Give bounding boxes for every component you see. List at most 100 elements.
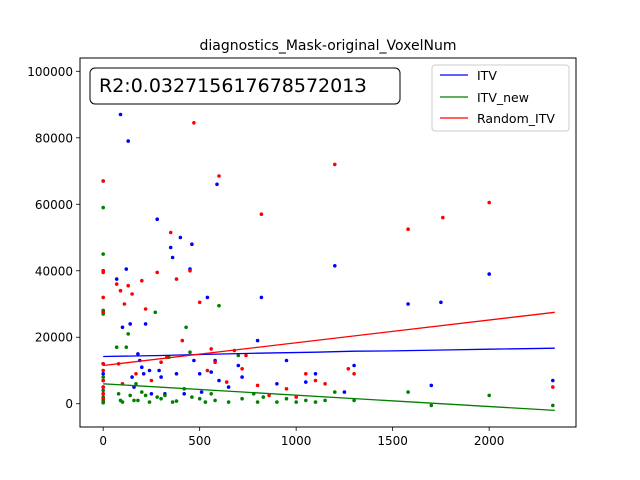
data-point xyxy=(120,400,125,404)
plot-area xyxy=(101,112,555,412)
legend: ITV ITV_new Random_ITV xyxy=(431,64,570,132)
data-point xyxy=(209,392,213,396)
r2-annotation: R2:0.03271561767857201З xyxy=(89,67,401,105)
data-point xyxy=(140,365,144,370)
data-point xyxy=(159,375,163,379)
data-point xyxy=(551,385,555,389)
data-point xyxy=(323,382,327,386)
data-point xyxy=(170,255,175,260)
data-point xyxy=(275,400,279,404)
data-point xyxy=(199,390,204,394)
data-point xyxy=(313,372,318,376)
data-point xyxy=(140,390,144,394)
data-point xyxy=(130,375,134,379)
data-point xyxy=(134,382,138,386)
data-point xyxy=(333,264,337,268)
data-point xyxy=(217,174,221,178)
data-point xyxy=(101,310,105,315)
data-point xyxy=(101,368,105,373)
data-point xyxy=(209,370,213,374)
x-tick-label: 1000 xyxy=(281,434,312,448)
data-point xyxy=(333,390,337,394)
data-point xyxy=(487,272,492,276)
data-point xyxy=(143,322,148,326)
data-point xyxy=(149,392,154,396)
y-tick-label: 0 xyxy=(65,397,73,411)
data-point xyxy=(240,375,244,379)
data-point xyxy=(157,368,161,373)
data-point xyxy=(114,345,119,350)
data-point xyxy=(128,393,132,398)
data-point xyxy=(132,398,136,403)
data-point xyxy=(114,277,119,281)
legend-label-itv-new: ITV_new xyxy=(477,90,529,105)
data-point xyxy=(213,398,217,403)
data-point xyxy=(155,270,159,275)
data-point xyxy=(259,295,264,300)
x-tick-label: 1500 xyxy=(377,434,408,448)
data-point xyxy=(217,378,221,383)
data-point xyxy=(184,325,188,330)
data-point xyxy=(352,398,356,403)
fit-line-itv-new xyxy=(103,383,555,412)
data-point xyxy=(255,338,260,343)
data-point xyxy=(197,372,202,376)
data-point xyxy=(294,395,299,399)
x-tick-label: 500 xyxy=(188,434,211,448)
data-point xyxy=(192,121,196,125)
data-point xyxy=(147,400,152,404)
data-point xyxy=(259,212,264,216)
data-point xyxy=(236,363,241,368)
data-point xyxy=(120,325,125,330)
data-point xyxy=(101,400,105,405)
data-point xyxy=(180,338,185,343)
y-tick-label: 40000 xyxy=(35,264,73,278)
y-tick-label: 100000 xyxy=(27,65,73,79)
data-point xyxy=(149,378,154,383)
data-point xyxy=(342,390,347,394)
y-tick-label: 60000 xyxy=(35,198,73,212)
axes-frame xyxy=(79,57,577,428)
data-point xyxy=(226,400,231,404)
data-point xyxy=(101,179,105,183)
y-tick-label: 80000 xyxy=(35,131,73,145)
data-point xyxy=(261,395,266,399)
data-point xyxy=(284,358,289,363)
data-point xyxy=(487,200,492,205)
data-point xyxy=(406,302,410,306)
data-point xyxy=(101,270,105,275)
data-point xyxy=(153,310,158,315)
legend-label-random-itv: Random_ITV xyxy=(477,111,555,126)
data-point xyxy=(155,395,159,399)
data-point xyxy=(304,380,308,384)
data-point xyxy=(255,400,260,404)
data-point xyxy=(136,352,140,356)
data-point xyxy=(136,398,140,403)
data-point xyxy=(346,367,351,371)
data-point xyxy=(203,400,208,404)
data-point xyxy=(255,383,260,388)
data-point xyxy=(439,300,443,305)
y-axis: 0 20000 40000 60000 80000 100000 xyxy=(27,65,80,411)
data-point xyxy=(487,393,492,398)
data-point xyxy=(143,307,148,311)
data-point xyxy=(155,217,159,221)
data-point xyxy=(429,403,434,408)
data-point xyxy=(217,303,221,308)
data-point xyxy=(224,380,229,384)
data-point xyxy=(163,393,167,398)
data-point xyxy=(126,139,130,143)
data-point xyxy=(240,396,244,401)
data-point xyxy=(101,388,105,393)
data-point xyxy=(551,403,555,408)
data-point xyxy=(197,396,202,401)
legend-label-itv: ITV xyxy=(477,68,497,83)
annotation-box xyxy=(89,67,401,105)
data-point xyxy=(118,288,123,293)
data-point xyxy=(174,399,179,403)
data-point xyxy=(267,393,271,398)
data-point xyxy=(141,372,146,376)
data-point xyxy=(126,283,130,288)
data-point xyxy=(114,282,119,286)
data-point xyxy=(140,278,144,283)
